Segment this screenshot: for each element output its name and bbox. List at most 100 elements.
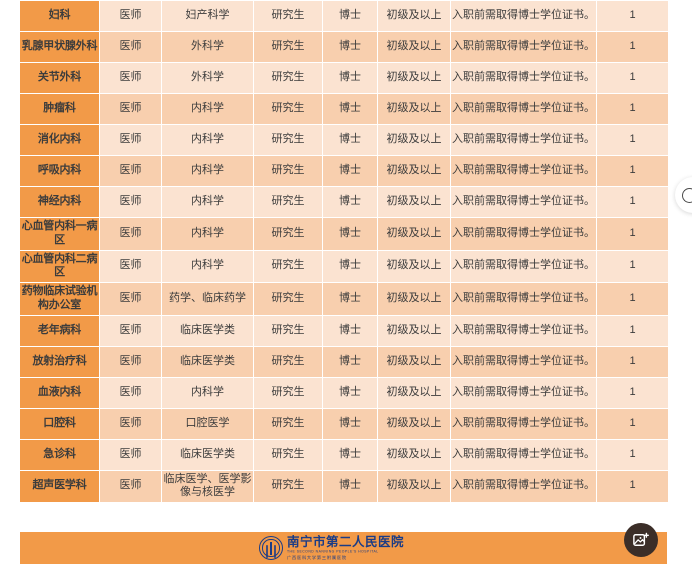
table-cell-count: 1 — [596, 469, 669, 503]
table-cell-education: 研究生 — [253, 438, 323, 471]
table-row: 放射治疗科 医师 临床医学类 研究生 博士 初级及以上 入职前需取得博士学位证书。 1 — [19, 345, 669, 378]
table-cell-education: 研究生 — [253, 469, 323, 503]
hospital-logo-text: 南宁市第二人民医院 THE SECOND NANNING PEOPLE'S HO… — [287, 536, 404, 560]
table-cell-count: 1 — [596, 249, 669, 283]
table-cell-education: 研究生 — [253, 345, 323, 378]
table-row: 呼吸内科 医师 内科学 研究生 博士 初级及以上 入职前需取得博士学位证书。 1 — [19, 155, 669, 187]
table-cell-title: 初级及以上 — [377, 217, 451, 251]
table-cell-title: 初级及以上 — [377, 186, 451, 218]
table-cell-major: 内科学 — [161, 217, 254, 251]
table-cell-title: 初级及以上 — [377, 0, 451, 32]
table-row: 口腔科 医师 口腔医学 研究生 博士 初级及以上 入职前需取得博士学位证书。 1 — [19, 407, 669, 440]
table-row: 神经内科 医师 内科学 研究生 博士 初级及以上 入职前需取得博士学位证书。 1 — [19, 186, 669, 218]
table-cell-title: 初级及以上 — [377, 31, 451, 63]
table-cell-count: 1 — [596, 407, 669, 440]
table-cell-post: 医师 — [99, 345, 162, 378]
table-cell-degree: 博士 — [322, 376, 378, 409]
table-row: 老年病科 医师 临床医学类 研究生 博士 初级及以上 入职前需取得博士学位证书。 1 — [19, 314, 669, 347]
table-cell-post: 医师 — [99, 249, 162, 283]
table-cell-post: 医师 — [99, 282, 162, 316]
table-cell-department: 老年病科 — [19, 314, 100, 347]
table-cell-requirement: 入职前需取得博士学位证书。 — [450, 217, 597, 251]
floating-side-control[interactable] — [675, 177, 692, 213]
add-image-icon — [633, 532, 649, 546]
table-cell-education: 研究生 — [253, 217, 323, 251]
hospital-name-sub: 广西医科大学第三附属医院 — [286, 554, 347, 560]
table-cell-title: 初级及以上 — [377, 345, 451, 378]
hospital-logo: 南宁市第二人民医院 THE SECOND NANNING PEOPLE'S HO… — [258, 536, 404, 560]
table-cell-requirement: 入职前需取得博士学位证书。 — [450, 62, 597, 94]
table-cell-education: 研究生 — [253, 282, 323, 316]
table-row: 急诊科 医师 临床医学类 研究生 博士 初级及以上 入职前需取得博士学位证书。 1 — [19, 438, 669, 471]
table-cell-degree: 博士 — [322, 62, 378, 94]
table-cell-degree: 博士 — [322, 0, 378, 32]
table-cell-requirement: 入职前需取得博士学位证书。 — [450, 93, 597, 125]
table-cell-requirement: 入职前需取得博士学位证书。 — [450, 407, 597, 440]
table-cell-department: 超声医学科 — [19, 469, 100, 503]
table-cell-department: 心血管内科一病区 — [19, 217, 100, 251]
table-cell-title: 初级及以上 — [377, 62, 451, 94]
table-cell-department: 药物临床试验机构办公室 — [19, 282, 100, 316]
table-cell-degree: 博士 — [322, 314, 378, 347]
table-cell-degree: 博士 — [322, 155, 378, 187]
table-row: 肿瘤科 医师 内科学 研究生 博士 初级及以上 入职前需取得博士学位证书。 1 — [19, 93, 669, 125]
table-cell-count: 1 — [596, 155, 669, 187]
table-cell-major: 内科学 — [161, 124, 254, 156]
table-cell-title: 初级及以上 — [377, 407, 451, 440]
table-cell-major: 药学、临床药学 — [161, 282, 254, 316]
table-cell-title: 初级及以上 — [377, 438, 451, 471]
table-cell-count: 1 — [596, 314, 669, 347]
table-cell-education: 研究生 — [253, 0, 323, 32]
table-cell-education: 研究生 — [253, 155, 323, 187]
table-row: 药物临床试验机构办公室 医师 药学、临床药学 研究生 博士 初级及以上 入职前需取得博士学位… — [19, 282, 669, 316]
table-cell-requirement: 入职前需取得博士学位证书。 — [450, 314, 597, 347]
table-cell-post: 医师 — [99, 376, 162, 409]
table-cell-requirement: 入职前需取得博士学位证书。 — [450, 282, 597, 316]
table-cell-post: 医师 — [99, 314, 162, 347]
table-footer-bar: 南宁市第二人民医院 THE SECOND NANNING PEOPLE'S HO… — [19, 531, 668, 565]
table-cell-post: 医师 — [99, 93, 162, 125]
table-cell-requirement: 入职前需取得博士学位证书。 — [450, 249, 597, 283]
table-cell-post: 医师 — [99, 0, 162, 32]
table-cell-count: 1 — [596, 0, 669, 32]
table-cell-major: 妇产科学 — [161, 0, 254, 32]
table-cell-title: 初级及以上 — [377, 93, 451, 125]
table-cell-degree: 博士 — [322, 469, 378, 503]
table-cell-education: 研究生 — [253, 31, 323, 63]
table-cell-major: 内科学 — [161, 93, 254, 125]
table-row: 血液内科 医师 内科学 研究生 博士 初级及以上 入职前需取得博士学位证书。 1 — [19, 376, 669, 409]
table-cell-department: 呼吸内科 — [19, 155, 100, 187]
table-cell-major: 临床医学、医学影像与核医学 — [161, 469, 254, 503]
table-cell-count: 1 — [596, 217, 669, 251]
table-cell-department: 口腔科 — [19, 407, 100, 440]
table-cell-post: 医师 — [99, 62, 162, 94]
table-cell-count: 1 — [596, 282, 669, 316]
table-cell-title: 初级及以上 — [377, 314, 451, 347]
table-cell-requirement: 入职前需取得博士学位证书。 — [450, 469, 597, 503]
table-cell-department: 血液内科 — [19, 376, 100, 409]
table-cell-degree: 博士 — [322, 93, 378, 125]
table-cell-count: 1 — [596, 31, 669, 63]
table-row: 乳腺甲状腺外科 医师 外科学 研究生 博士 初级及以上 入职前需取得博士学位证书。 1 — [19, 31, 669, 63]
table-row: 关节外科 医师 外科学 研究生 博士 初级及以上 入职前需取得博士学位证书。 1 — [19, 62, 669, 94]
table-cell-department: 肿瘤科 — [19, 93, 100, 125]
table-cell-major: 内科学 — [161, 376, 254, 409]
table-cell-post: 医师 — [99, 31, 162, 63]
add-image-button[interactable] — [624, 523, 658, 557]
table-cell-department: 消化内科 — [19, 124, 100, 156]
table-cell-education: 研究生 — [253, 93, 323, 125]
table-cell-requirement: 入职前需取得博士学位证书。 — [450, 186, 597, 218]
table-cell-post: 医师 — [99, 438, 162, 471]
table-cell-requirement: 入职前需取得博士学位证书。 — [450, 124, 597, 156]
table-cell-requirement: 入职前需取得博士学位证书。 — [450, 31, 597, 63]
table-cell-requirement: 入职前需取得博士学位证书。 — [450, 438, 597, 471]
table-cell-education: 研究生 — [253, 186, 323, 218]
recruitment-table-container: 妇科 医师 妇产科学 研究生 博士 初级及以上 入职前需取得博士学位证书。 1 乳腺甲状腺外科医… — [19, 0, 669, 503]
table-cell-title: 初级及以上 — [377, 249, 451, 283]
hospital-seal-icon — [258, 536, 283, 560]
table-cell-education: 研究生 — [253, 314, 323, 347]
table-row: 心血管内科一病区 医师 内科学 研究生 博士 初级及以上 入职前需取得博士学位证书。 1 — [19, 217, 669, 251]
table-cell-degree: 博士 — [322, 345, 378, 378]
table-cell-major: 临床医学类 — [161, 314, 254, 347]
table-row: 消化内科 医师 内科学 研究生 博士 初级及以上 入职前需取得博士学位证书。 1 — [19, 124, 669, 156]
